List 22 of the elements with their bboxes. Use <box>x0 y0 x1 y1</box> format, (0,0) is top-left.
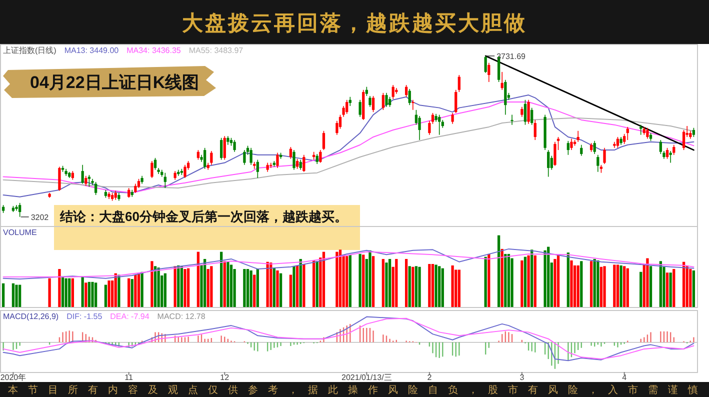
annotation: 结论：大盘60分钟金叉后第一次回落，越跌越买。 <box>59 209 348 224</box>
text: DIF: -1.55 <box>66 312 103 321</box>
x-tick-label: 3 <box>520 373 525 382</box>
chart-title: 大盘拨云再回落，越跌越买大胆做 <box>182 12 527 35</box>
annotation: 3731.69 <box>496 52 526 61</box>
text: 本节目所有内容及观点仅供参考，据此操作风险自负，股市有风险，入市需谨慎 <box>8 384 698 396</box>
annotation: MACD: 12.78 <box>157 312 206 321</box>
text: MA34: 3436.35 <box>126 46 182 55</box>
text: MA55: 3483.97 <box>188 46 244 55</box>
text: DEA: -7.94 <box>110 312 150 321</box>
annotation: 3202 <box>30 212 50 222</box>
annotation: 04月22日上证日K线图 <box>30 73 200 92</box>
chart-title: VOLUME <box>3 228 37 237</box>
x-tick-label: 2021/01/13/三 <box>342 373 392 382</box>
text: MA13: 3449.00 <box>64 46 120 55</box>
x-tick-label: 12 <box>220 373 230 382</box>
x-tick-label: 11 <box>124 373 134 382</box>
x-tick-label: 2 <box>427 373 432 382</box>
x-tick-label: 4 <box>622 373 628 382</box>
x-tick-label: 2020年 <box>0 373 26 382</box>
chart-title: MACD(12,26,9) <box>3 312 59 321</box>
chart-subtitle: 上证指数(日线) <box>3 46 57 55</box>
